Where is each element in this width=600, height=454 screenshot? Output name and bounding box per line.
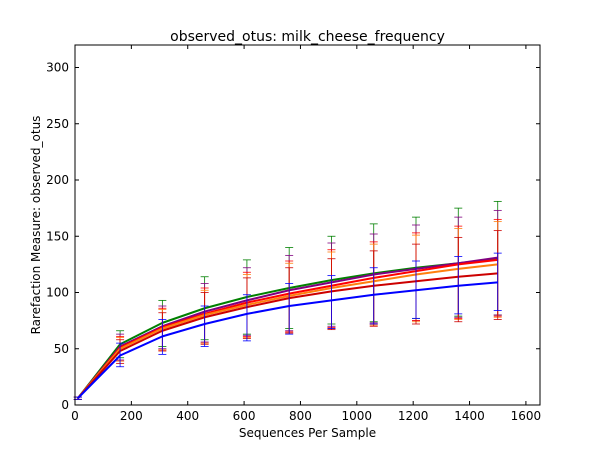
x-tick-label: 1200 (398, 409, 429, 423)
x-tick-label: 1400 (454, 409, 485, 423)
y-tick-label: 300 (46, 61, 69, 75)
y-tick-label: 0 (61, 398, 69, 412)
y-tick-label: 50 (54, 342, 69, 356)
x-tick-label: 600 (233, 409, 256, 423)
series-5 (73, 252, 502, 400)
series-layer (73, 200, 502, 400)
error-bar (369, 267, 378, 325)
error-bar (200, 305, 209, 347)
x-tick-label: 0 (71, 409, 79, 423)
y-tick-label: 150 (46, 229, 69, 243)
error-bar (285, 283, 294, 335)
x-axis-label: Sequences Per Sample (239, 426, 376, 440)
y-tick-label: 200 (46, 173, 69, 187)
series-line (77, 281, 498, 399)
series-0 (73, 200, 502, 400)
x-tick-label: 1600 (511, 409, 542, 423)
series-2 (73, 218, 502, 400)
x-tick-label: 400 (176, 409, 199, 423)
x-tick-label: 200 (120, 409, 143, 423)
series-3 (73, 221, 502, 400)
y-tick-label: 100 (46, 286, 69, 300)
chart-title: observed_otus: milk_cheese_frequency (170, 29, 445, 45)
series-4 (73, 230, 502, 400)
series-line (77, 263, 498, 399)
y-tick-label: 250 (46, 117, 69, 131)
series-1 (73, 209, 502, 400)
axis-ticks: 0 200 400 600 800 1000 1200 1400 1600 0 50 100 150 20… (46, 45, 541, 423)
error-bar (493, 252, 502, 311)
error-bar (327, 275, 336, 329)
error-bar (242, 294, 251, 342)
x-tick-label: 800 (289, 409, 312, 423)
x-tick-label: 1000 (342, 409, 373, 423)
plot-frame (74, 44, 541, 406)
series-line (77, 258, 498, 399)
y-axis-label: Rarefaction Measure: observed_otus (29, 116, 43, 335)
